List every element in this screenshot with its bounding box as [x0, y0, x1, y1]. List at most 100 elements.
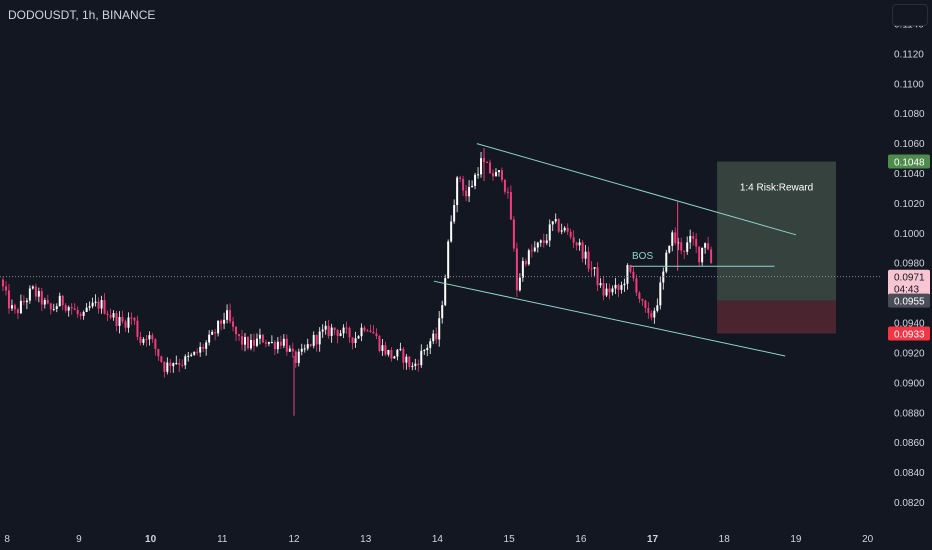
- candle-body: [599, 283, 602, 286]
- candle-body: [46, 300, 49, 304]
- candle-body: [414, 363, 417, 366]
- candle-body: [169, 362, 172, 367]
- candle-body: [701, 247, 704, 263]
- candle-body: [223, 319, 226, 324]
- candle-body: [536, 242, 539, 248]
- candle-body: [614, 284, 617, 289]
- candle-body: [384, 345, 387, 355]
- price-tick-label: 0.0840: [894, 468, 925, 479]
- candle-body: [217, 320, 220, 334]
- candle-body: [4, 286, 7, 291]
- candle-body: [306, 344, 309, 349]
- candle-body: [211, 331, 214, 335]
- price-axis[interactable]: 0.0820 0.0840 0.0860 0.0880 0.0900 0.0920 0.09…: [894, 19, 925, 509]
- candle-body: [232, 321, 235, 327]
- candle-body: [459, 177, 462, 179]
- candle-body: [695, 238, 698, 247]
- candle-body: [444, 278, 447, 306]
- candle-body: [357, 336, 360, 339]
- candle-body: [205, 342, 208, 349]
- price-tick-label: 0.0880: [894, 408, 925, 419]
- price-tick-label: 0.0980: [894, 259, 925, 270]
- candle-body: [674, 232, 677, 244]
- candle-body: [647, 307, 650, 313]
- candle-body: [399, 348, 402, 350]
- candle-body: [551, 221, 554, 225]
- candle-body: [82, 311, 85, 316]
- target-zone: [717, 161, 836, 301]
- candle-body: [363, 327, 366, 331]
- candle-body: [629, 265, 632, 272]
- candle-body: [318, 331, 321, 345]
- candle-body: [506, 191, 509, 193]
- candle-body: [148, 335, 151, 340]
- candles: [1, 148, 713, 416]
- candle-body: [390, 349, 393, 359]
- candle-body: [172, 363, 175, 367]
- candle-body: [94, 301, 97, 303]
- candle-body: [611, 288, 614, 293]
- candle-body: [100, 300, 103, 309]
- candle-body: [689, 235, 692, 243]
- price-tick-label: 0.0860: [894, 438, 925, 449]
- price-badge: [888, 326, 930, 341]
- candle-body: [542, 240, 545, 243]
- candle-body: [241, 335, 244, 345]
- candle-body: [453, 205, 456, 222]
- candle-body: [351, 337, 354, 343]
- candle-body: [572, 237, 575, 243]
- candle-body: [686, 242, 689, 252]
- price-tick-label: 0.1040: [894, 169, 925, 180]
- candle-body: [608, 288, 611, 293]
- candle-body: [294, 351, 297, 363]
- candle-body: [226, 310, 229, 320]
- candle-body: [16, 309, 19, 314]
- candle-body: [43, 300, 46, 305]
- candle-body: [279, 341, 282, 346]
- candle-body: [25, 300, 28, 303]
- candle-body: [166, 362, 169, 372]
- candle-body: [342, 327, 345, 334]
- candle-body: [246, 336, 249, 349]
- candle-body: [512, 219, 515, 249]
- candle-body: [208, 334, 211, 343]
- candle-body: [291, 348, 294, 352]
- candle-body: [7, 290, 10, 309]
- candle-body: [61, 295, 64, 306]
- candle-body: [282, 338, 285, 346]
- candle-body: [190, 354, 193, 356]
- time-tick-label: 15: [504, 534, 516, 545]
- candle-body: [375, 333, 378, 337]
- price-badge-label: 0.1048: [894, 158, 925, 169]
- candle-body: [112, 313, 115, 318]
- candle-body: [620, 285, 623, 290]
- candle-body: [220, 320, 223, 324]
- top-right-button[interactable]: [892, 4, 928, 26]
- candle-body: [560, 230, 563, 232]
- time-axis[interactable]: 8 9 10 11 12 13 14 15 16 17 18 19 20: [4, 534, 873, 545]
- candle-body: [199, 346, 202, 353]
- candle-body: [641, 298, 644, 301]
- candle-body: [435, 333, 438, 340]
- candle-body: [405, 356, 408, 363]
- candle-body: [345, 327, 348, 329]
- candle-body: [354, 338, 357, 343]
- candle-body: [133, 317, 136, 321]
- time-tick-label: 9: [76, 534, 82, 545]
- candle-body: [408, 356, 411, 367]
- candle-body: [321, 329, 324, 332]
- candle-body: [115, 313, 118, 326]
- candle-body: [64, 305, 67, 311]
- candle-body: [638, 292, 641, 299]
- candle-body: [441, 305, 444, 319]
- candle-body: [707, 243, 710, 250]
- candle-body: [118, 317, 121, 326]
- candle-body: [515, 248, 518, 291]
- price-tick-label: 0.1000: [894, 229, 925, 240]
- candle-body: [524, 260, 527, 265]
- candle-body: [124, 321, 127, 328]
- candle-body: [136, 320, 139, 337]
- price-badge-label: 0.0971: [894, 273, 925, 284]
- candle-body: [76, 309, 79, 315]
